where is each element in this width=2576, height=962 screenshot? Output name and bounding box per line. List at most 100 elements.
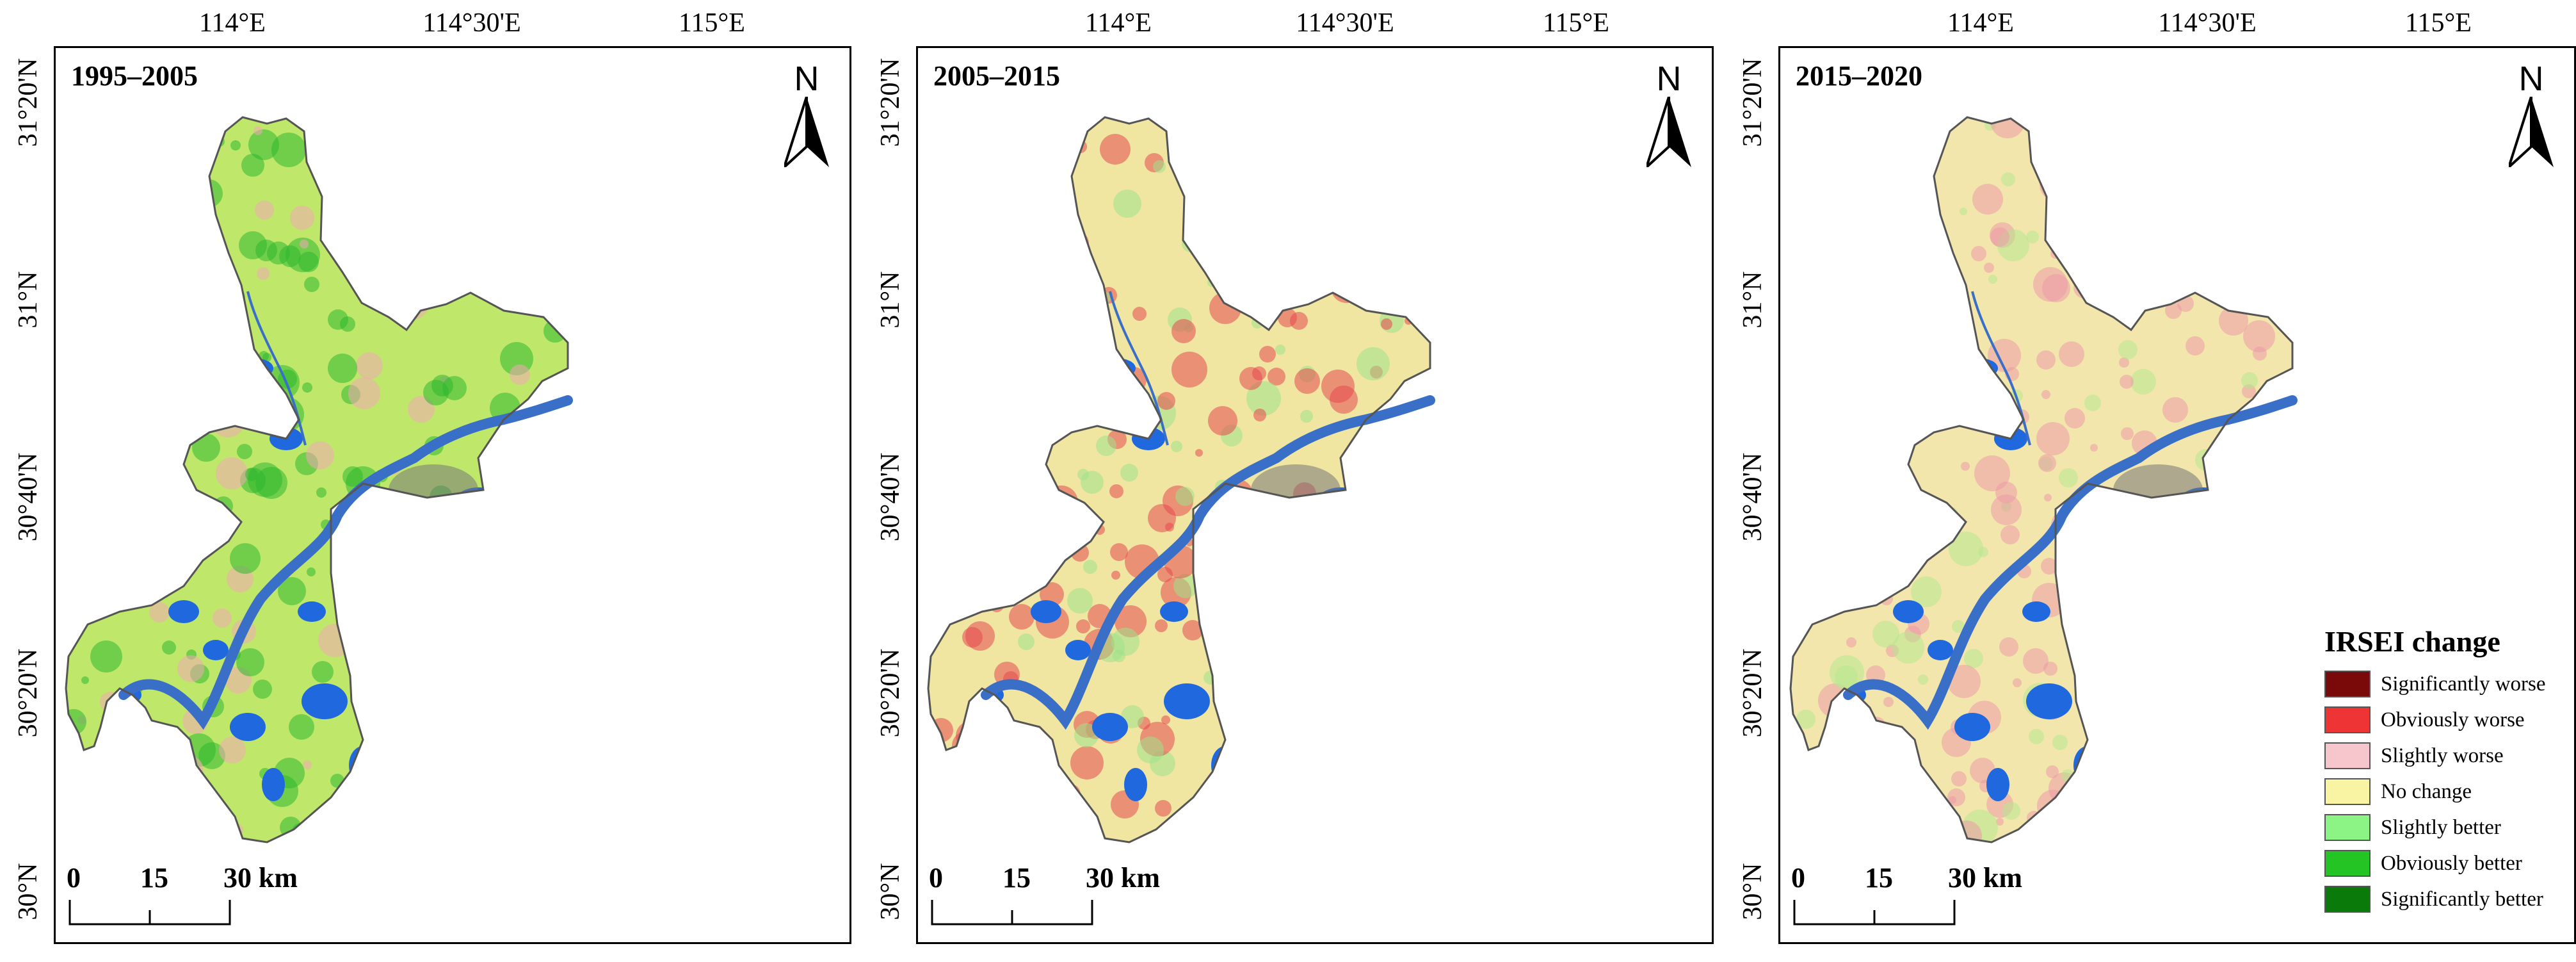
change-patch <box>1960 208 1967 215</box>
lake <box>1986 768 2009 801</box>
change-patch <box>216 457 248 489</box>
change-patch <box>1819 815 1828 824</box>
scale-label-0: 0 <box>1791 862 1805 893</box>
change-patch <box>1071 544 1089 562</box>
change-patch <box>1157 392 1175 410</box>
change-patch <box>437 653 456 673</box>
change-patch <box>1349 523 1364 537</box>
legend-label: No change <box>2381 779 2472 803</box>
change-patch <box>1872 621 1899 648</box>
change-patch <box>70 209 85 225</box>
change-patch <box>965 582 992 609</box>
change-patch <box>2059 468 2078 487</box>
change-patch <box>1012 228 1038 254</box>
change-patch <box>1858 523 1889 553</box>
change-patch <box>410 687 443 720</box>
change-patch <box>1039 190 1057 208</box>
change-patch <box>1878 489 1892 503</box>
change-patch <box>106 415 130 439</box>
change-patch <box>543 669 568 702</box>
change-patch <box>945 366 968 389</box>
change-patch <box>236 648 264 676</box>
legend-item: Obviously better <box>2324 845 2574 881</box>
change-patch <box>2207 249 2228 269</box>
change-patch <box>1209 292 1241 324</box>
change-patch <box>1898 350 1928 379</box>
change-patch <box>1932 239 1944 250</box>
change-patch <box>375 153 402 180</box>
change-patch <box>929 718 953 742</box>
change-patch <box>1283 740 1312 769</box>
change-patch <box>408 170 422 184</box>
change-patch <box>1883 697 1894 707</box>
lake <box>2080 654 2146 710</box>
lat-label-30-40n: 30°40'N <box>13 452 43 542</box>
change-patch <box>179 534 205 560</box>
change-patch <box>463 234 492 263</box>
change-patch <box>1343 459 1373 489</box>
change-patch <box>318 624 351 657</box>
change-patch <box>489 699 519 728</box>
change-patch <box>472 236 488 252</box>
change-patch <box>376 215 403 241</box>
lake <box>1164 683 1210 719</box>
change-patch <box>1892 743 1911 762</box>
change-patch <box>442 376 467 400</box>
change-patch <box>543 117 568 140</box>
change-patch <box>367 534 400 567</box>
change-patch <box>543 817 556 829</box>
change-patch <box>1367 245 1378 256</box>
lat-label-31-20n: 31°20'N <box>13 58 43 147</box>
change-patch <box>2029 729 2044 744</box>
tributary <box>246 291 307 446</box>
scale-label-30: 30 km <box>1085 862 1161 893</box>
change-patch <box>1835 665 1858 689</box>
change-patch <box>2105 826 2126 842</box>
change-patch <box>1804 358 1832 386</box>
change-patch <box>972 193 990 211</box>
change-patch <box>1862 463 1878 480</box>
change-patch <box>2198 738 2216 756</box>
change-patch <box>434 550 469 584</box>
change-patch <box>991 484 1008 501</box>
change-patch <box>979 707 1008 735</box>
change-patch <box>2079 541 2104 565</box>
change-patch <box>2276 138 2290 152</box>
change-patch <box>2243 320 2275 352</box>
change-patch <box>300 240 309 249</box>
change-patch <box>1349 662 1368 681</box>
change-patch <box>1867 213 1893 238</box>
change-patch <box>1161 715 1170 724</box>
change-patch <box>195 389 216 410</box>
legend: IRSEI change Significantly worse Obvious… <box>2324 624 2574 917</box>
change-patch <box>198 334 211 347</box>
change-patch <box>949 393 978 423</box>
legend-swatch <box>2324 671 2371 697</box>
change-patch <box>66 329 77 345</box>
change-patch <box>157 763 170 776</box>
lat-label-31n: 31°N <box>876 271 905 329</box>
legend-swatch <box>2324 742 2371 769</box>
change-patch <box>1199 155 1234 190</box>
change-patch <box>1011 162 1029 180</box>
change-patch <box>2214 591 2242 619</box>
change-patch <box>1330 539 1344 553</box>
change-patch <box>2090 444 2098 452</box>
change-patch <box>1834 324 1864 354</box>
change-patch <box>493 692 520 719</box>
change-patch <box>1922 511 1935 524</box>
change-patch <box>429 814 448 833</box>
change-patch <box>2153 719 2183 748</box>
change-patch <box>1878 122 1906 150</box>
change-patch <box>1990 227 2009 247</box>
change-patch <box>1911 576 1942 607</box>
change-patch <box>467 594 493 620</box>
change-patch <box>170 819 181 829</box>
lake <box>427 640 465 673</box>
change-patch <box>970 760 979 769</box>
change-patch <box>1272 797 1303 828</box>
change-patch <box>389 680 425 716</box>
map-frame: 2005–2015 N 0 15 30 km <box>916 46 1714 944</box>
change-patch <box>393 266 425 298</box>
change-patch <box>527 674 561 709</box>
